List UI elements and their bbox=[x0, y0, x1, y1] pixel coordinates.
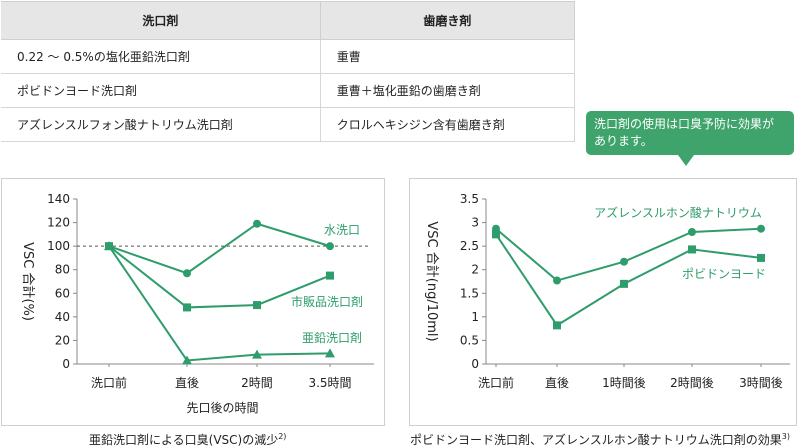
x-tick-label: 1時間後 bbox=[602, 376, 646, 390]
table-cell: 重曹 bbox=[319, 39, 576, 74]
series-label: ポビドンヨード bbox=[682, 267, 766, 281]
data-point-circle bbox=[757, 224, 765, 233]
y-tick-label: 0.5 bbox=[460, 333, 479, 347]
table-header-row: 洗口剤 歯磨き剤 bbox=[1, 1, 576, 40]
y-tick-label: 1 bbox=[471, 310, 479, 324]
table-header-mouthwash: 洗口剤 bbox=[1, 1, 321, 40]
callout-bubble: 洗口剤の使用は口臭予防に効果が あります。 bbox=[586, 111, 794, 155]
x-tick-label: 直後 bbox=[175, 376, 199, 390]
data-point-circle bbox=[620, 257, 628, 266]
data-point-square bbox=[183, 303, 191, 312]
data-point-triangle bbox=[325, 348, 335, 358]
data-point-triangle bbox=[104, 241, 114, 251]
table-cell: 重曹＋塩化亜鉛の歯磨き剤 bbox=[319, 73, 576, 108]
zinc-chart: 0 20 40 60 80 100 120 140 洗口前 直後 2時間 3.5時間 VSC 合計(%)… bbox=[20, 192, 374, 415]
y-axis-label: VSC 合計(ng/10ml) bbox=[424, 221, 440, 341]
table-cell: ポビドンヨード洗口剤 bbox=[1, 73, 321, 108]
data-point-circle bbox=[688, 228, 696, 236]
table-cell: 0.22 ～ 0.5%の塩化亜鉛洗口剤 bbox=[1, 39, 321, 74]
data-point-square bbox=[253, 301, 261, 310]
series-label: アズレンスルホン酸ナトリウム bbox=[594, 205, 762, 220]
y-tick-label: 140 bbox=[47, 192, 70, 206]
data-point-square bbox=[492, 230, 500, 239]
data-point-triangle bbox=[252, 349, 262, 359]
povidone-chart-panel: 0 0.5 1 1.5 2 2.5 3 3.5 洗口前 直後 1時間後 2時間後 3時間後 VSC 合計(… bbox=[409, 178, 797, 426]
data-point-square bbox=[326, 271, 334, 280]
caption-ref: 3) bbox=[781, 432, 790, 441]
callout-pointer bbox=[678, 155, 694, 166]
data-point-square bbox=[620, 279, 628, 288]
y-tick-label: 60 bbox=[55, 286, 70, 300]
x-tick-label: 洗口前 bbox=[91, 375, 127, 390]
zinc-chart-panel: 0 20 40 60 80 100 120 140 洗口前 直後 2時間 3.5時間 VSC 合計(%)… bbox=[1, 178, 385, 426]
x-tick-label: 直後 bbox=[545, 376, 569, 390]
table-cell: クロルヘキシジン含有歯磨き剤 bbox=[319, 107, 576, 142]
series-line bbox=[108, 245, 331, 362]
table-header-toothpaste: 歯磨き剤 bbox=[319, 1, 576, 40]
caption-text: 亜鉛洗口剤による口臭(VSC)の減少 bbox=[89, 433, 279, 447]
y-tick-label: 100 bbox=[47, 239, 70, 253]
y-tick-label: 2.5 bbox=[460, 239, 479, 253]
data-point-square bbox=[553, 321, 561, 330]
y-tick-label: 40 bbox=[55, 310, 70, 324]
x-tick-label: 2時間 bbox=[241, 376, 273, 390]
y-tick-label: 0 bbox=[471, 357, 479, 371]
data-point-circle bbox=[253, 219, 261, 228]
x-tick-label: 洗口前 bbox=[478, 375, 514, 390]
x-axis-label: 先口後の時間 bbox=[186, 401, 258, 415]
y-tick-label: 20 bbox=[55, 333, 70, 347]
y-tick-label: 3.5 bbox=[460, 192, 479, 206]
y-tick-label: 80 bbox=[55, 263, 70, 277]
povidone-chart-caption: ポビドンヨード洗口剤、アズレンスルホン酸ナトリウム洗口剤の効果3) bbox=[410, 431, 790, 448]
data-point-circle bbox=[183, 269, 191, 278]
x-tick-label: 3時間後 bbox=[739, 376, 783, 390]
table-row: 0.22 ～ 0.5%の塩化亜鉛洗口剤 重曹 bbox=[1, 39, 576, 74]
comparison-table: 洗口剤 歯磨き剤 0.22 ～ 0.5%の塩化亜鉛洗口剤 重曹 ポビドンヨード洗… bbox=[1, 1, 576, 142]
data-point-square bbox=[757, 253, 765, 262]
data-point-circle bbox=[553, 276, 561, 285]
y-tick-label: 1.5 bbox=[460, 286, 479, 300]
table-row: ポビドンヨード洗口剤 重曹＋塩化亜鉛の歯磨き剤 bbox=[1, 73, 576, 108]
x-tick-label: 2時間後 bbox=[670, 376, 714, 390]
y-tick-label: 120 bbox=[47, 216, 70, 230]
zinc-chart-caption: 亜鉛洗口剤による口臭(VSC)の減少2) bbox=[89, 431, 286, 448]
data-point-square bbox=[688, 245, 696, 254]
table-cell: アズレンスルフォン酸ナトリウム洗口剤 bbox=[1, 107, 321, 142]
y-tick-label: 0 bbox=[62, 357, 70, 371]
x-tick-label: 3.5時間 bbox=[308, 376, 351, 390]
series-label: 亜鉛洗口剤 bbox=[302, 330, 362, 345]
data-point-triangle bbox=[182, 355, 192, 365]
series-line bbox=[108, 245, 331, 309]
series-label: 市販品洗口剤 bbox=[291, 294, 363, 309]
povidone-chart: 0 0.5 1 1.5 2 2.5 3 3.5 洗口前 直後 1時間後 2時間後 3時間後 VSC 合計(… bbox=[424, 192, 790, 390]
series-line bbox=[108, 222, 331, 275]
callout-text-line2: あります。 bbox=[594, 134, 653, 148]
table-row: アズレンスルフォン酸ナトリウム洗口剤 クロルヘキシジン含有歯磨き剤 bbox=[1, 107, 576, 142]
series-label: 水洗口 bbox=[324, 223, 360, 237]
y-tick-label: 3 bbox=[471, 216, 479, 230]
y-tick-label: 2 bbox=[471, 263, 479, 277]
caption-text: ポビドンヨード洗口剤、アズレンスルホン酸ナトリウム洗口剤の効果 bbox=[410, 433, 782, 447]
caption-ref: 2) bbox=[278, 432, 287, 441]
data-point-circle bbox=[326, 242, 334, 251]
callout-text-line1: 洗口剤の使用は口臭予防に効果が bbox=[594, 117, 775, 131]
y-axis-label: VSC 合計(%) bbox=[20, 242, 36, 321]
